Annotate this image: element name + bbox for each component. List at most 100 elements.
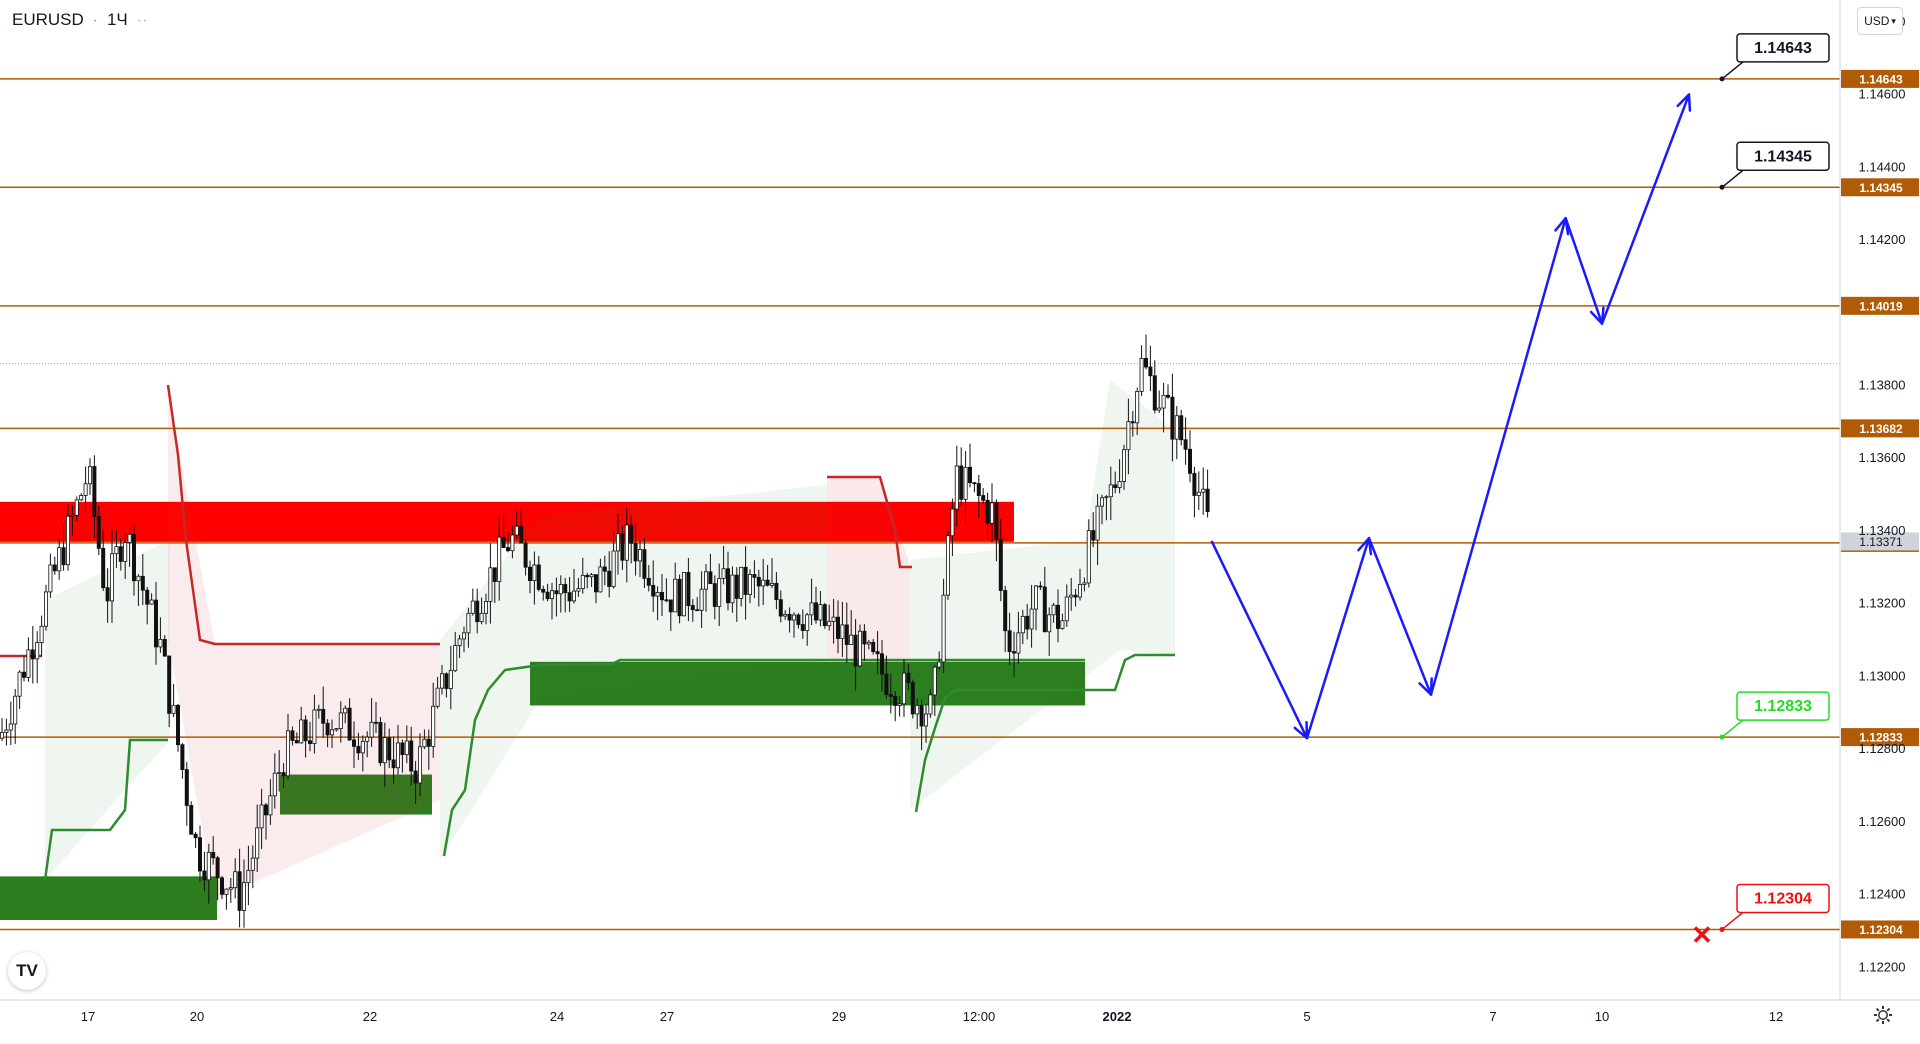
candle-body [1196, 491, 1201, 496]
supertrend-up-line [43, 738, 168, 881]
candle-body [774, 582, 779, 601]
candle-body [607, 570, 612, 587]
candle-body [756, 576, 761, 587]
candle-body [131, 533, 136, 582]
candle-body [704, 571, 709, 590]
candle-body [1130, 421, 1135, 424]
candle-body [563, 584, 568, 594]
candle-body [1056, 604, 1061, 629]
candle-body [567, 592, 572, 602]
candle-body [589, 574, 594, 578]
candle-body [651, 584, 656, 597]
candle-body [585, 574, 590, 578]
candle-body [1064, 596, 1069, 622]
symbol-header[interactable]: EURUSD · 1Ч ·· [12, 10, 148, 30]
callouts-layer[interactable]: 1.14643 1.14345 1.12833 1.12304 [1693, 33, 1830, 943]
price-callout[interactable] [1736, 33, 1830, 63]
candle-body [836, 616, 841, 639]
candle-body [140, 575, 145, 591]
candle-body [721, 568, 726, 579]
candle-body [1047, 614, 1052, 633]
candle-body [717, 578, 722, 607]
forecast-segment [1305, 536, 1371, 740]
gear-icon[interactable] [1872, 1004, 1894, 1026]
candle-body [312, 709, 317, 744]
y-tick-label: 1.13000 [1859, 668, 1906, 683]
candle-body [866, 641, 871, 645]
candle-body [70, 514, 75, 517]
candle-body [285, 730, 290, 777]
candle-body [932, 666, 937, 696]
candle-body [906, 672, 911, 683]
x-tick-label: 12 [1769, 1009, 1783, 1024]
candle-body [783, 613, 788, 617]
x-tick-label: 12:00 [963, 1009, 996, 1024]
downtrend-fill [827, 477, 910, 665]
candle-body [26, 649, 31, 678]
candle-body [994, 502, 999, 540]
candle-body [44, 591, 49, 627]
candle-body [1016, 632, 1021, 654]
candle-body [822, 604, 827, 627]
candle-body [382, 737, 387, 764]
level-label: 1.12833 [1859, 731, 1903, 745]
callout-pointer [1721, 719, 1744, 738]
candle-body [1135, 391, 1140, 424]
candles-layer [0, 334, 1210, 928]
candle-body [545, 591, 550, 600]
candle-body [686, 572, 691, 606]
candle-body [616, 533, 621, 552]
candle-body [30, 649, 35, 660]
candle-body [761, 579, 766, 587]
support-zone-block [280, 774, 432, 815]
candle-body [483, 601, 488, 614]
candle-body [404, 740, 409, 756]
callout-pointer [1721, 169, 1744, 188]
candle-body [294, 740, 299, 744]
y-tick-label: 1.14400 [1859, 159, 1906, 174]
candle-body [1007, 630, 1012, 652]
level-label: 1.12304 [1859, 923, 1903, 937]
symbol-name[interactable]: EURUSD [12, 10, 84, 29]
candle-body [712, 583, 717, 607]
price-callout[interactable] [1736, 691, 1830, 721]
candle-body [334, 728, 339, 731]
candle-body [127, 533, 132, 543]
candle-body [1157, 407, 1162, 411]
candle-body [1117, 481, 1122, 489]
candle-body [1091, 530, 1096, 541]
candle-body [976, 483, 981, 496]
supertrend-up-line [914, 688, 1085, 813]
candle-body [453, 645, 458, 672]
price-callout[interactable] [1736, 141, 1830, 172]
supertrend-down-line [166, 384, 440, 646]
price-callout[interactable] [1736, 883, 1830, 914]
candle-body [853, 634, 858, 667]
candle-body [554, 590, 559, 595]
candle-body [145, 589, 150, 605]
level-label-bg [1841, 920, 1919, 939]
x-tick-label: 10 [1595, 1009, 1609, 1024]
candle-body [946, 535, 951, 596]
currency-button[interactable]: USD ▾ [1857, 7, 1903, 35]
candle-body [475, 600, 480, 623]
candle-body [985, 499, 990, 524]
tradingview-logo-icon[interactable]: TV [8, 952, 46, 990]
candle-body [1188, 448, 1193, 474]
candle-body [250, 857, 255, 871]
candle-body [752, 574, 757, 578]
candle-body [369, 721, 374, 738]
interval-label[interactable]: 1Ч [106, 10, 128, 29]
candle-body [633, 542, 638, 562]
plot-area[interactable] [0, 0, 1840, 1000]
level-label: 1.14345 [1859, 181, 1903, 195]
candle-body [426, 738, 431, 747]
candle-body [189, 805, 194, 835]
candle-body [347, 707, 352, 741]
candle-body [532, 564, 537, 581]
candle-body [734, 574, 739, 599]
candle-body [1025, 615, 1030, 630]
candle-body [849, 634, 854, 645]
